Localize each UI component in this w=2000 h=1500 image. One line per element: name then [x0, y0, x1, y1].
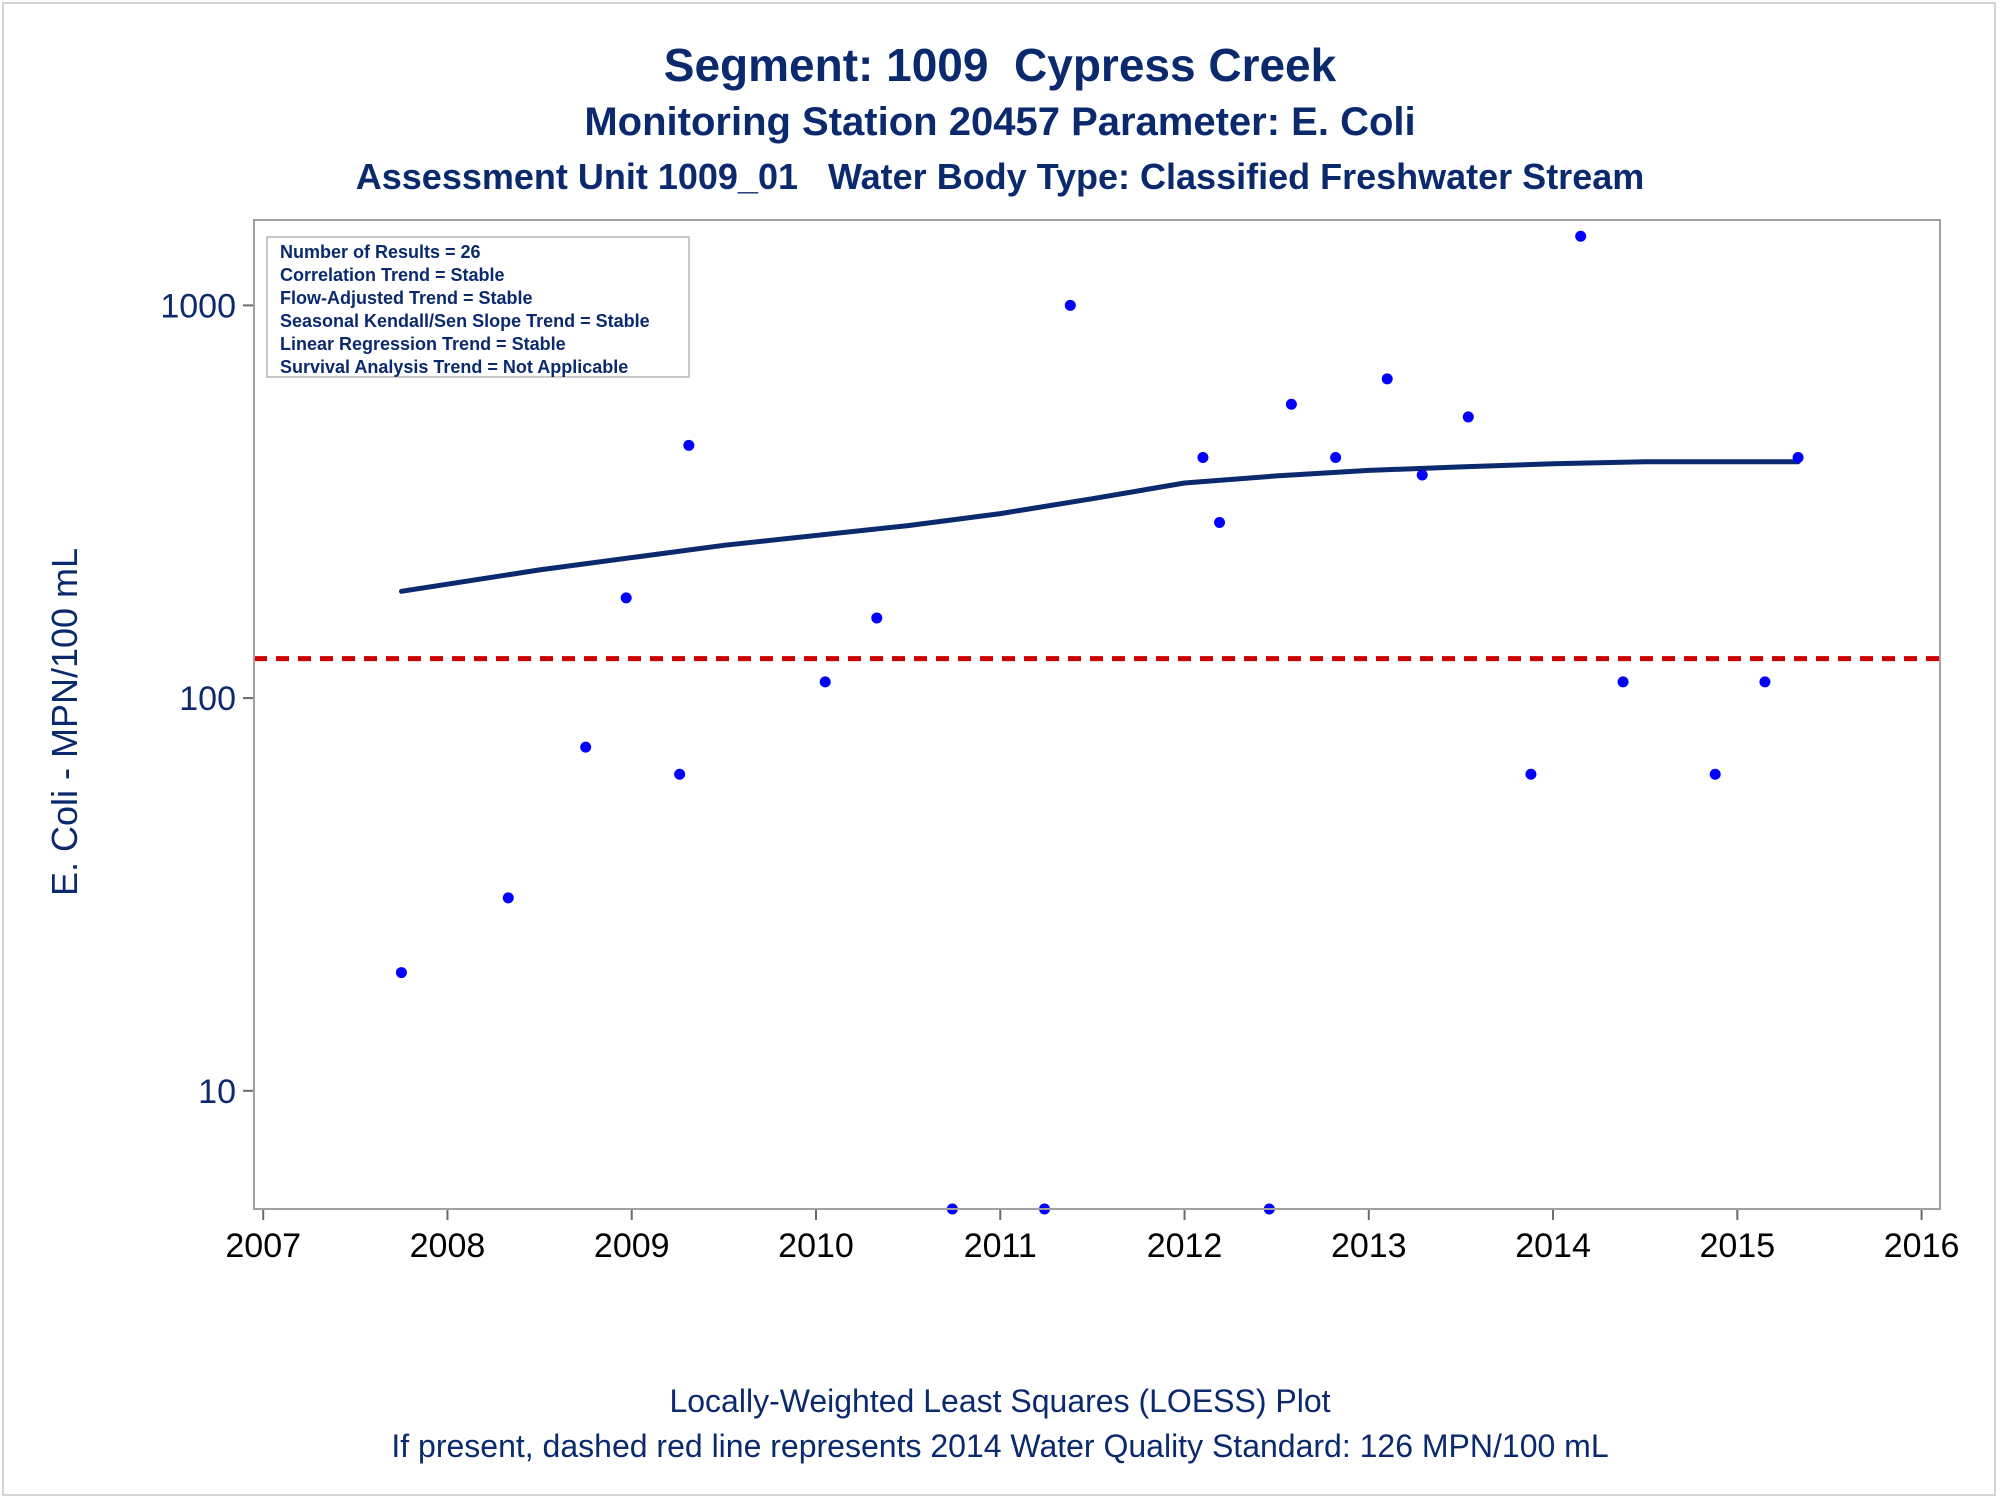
chart-subtitle-station: Monitoring Station 20457 Parameter: E. C…	[584, 100, 1416, 144]
trend-info-box: Number of Results = 26 Correlation Trend…	[266, 236, 690, 378]
plot-area-border	[253, 219, 1941, 1210]
data-point	[1462, 411, 1474, 423]
x-tick-label: 2009	[594, 1227, 670, 1265]
x-tick-label: 2014	[1515, 1227, 1591, 1265]
x-tick-label: 2012	[1147, 1227, 1223, 1265]
data-point	[1197, 451, 1209, 463]
loess-layer	[398, 459, 1801, 594]
info-line-results: Number of Results = 26	[280, 242, 481, 262]
info-line-flow-adjusted: Flow-Adjusted Trend = Stable	[280, 288, 533, 308]
x-tick-label: 2013	[1331, 1227, 1407, 1265]
data-point	[819, 676, 831, 688]
data-point	[683, 439, 695, 451]
info-line-seasonal-kendall: Seasonal Kendall/Sen Slope Trend = Stabl…	[280, 311, 650, 331]
y-tick-label: 1000	[160, 287, 236, 325]
chart-subtitle-assessment: Assessment Unit 1009_01 Water Body Type:…	[355, 156, 1645, 197]
data-point	[871, 612, 883, 624]
footnote-plot-type: Locally-Weighted Least Squares (LOESS) P…	[669, 1383, 1331, 1419]
data-point	[1525, 768, 1537, 780]
axis-ticks: 2007 2008 2009 2010 2011 2012 2013 2014 2015 2016…	[160, 287, 1959, 1265]
data-point	[1617, 676, 1629, 688]
x-tick-label: 2010	[778, 1227, 854, 1265]
footnote-standard: If present, dashed red line represents 2…	[391, 1428, 1609, 1464]
data-point	[1214, 517, 1226, 529]
y-axis-label: E. Coli - MPN/100 mL	[44, 548, 85, 896]
info-line-survival: Survival Analysis Trend = Not Applicable	[280, 357, 629, 377]
data-point	[580, 741, 592, 753]
chart-title: Segment: 1009 Cypress Creek	[663, 39, 1337, 91]
x-tick-label: 2007	[225, 1227, 301, 1265]
data-point	[1285, 398, 1297, 410]
data-point	[1709, 768, 1721, 780]
y-tick-label: 100	[179, 680, 236, 718]
data-point	[1575, 230, 1587, 242]
data-point	[395, 967, 407, 979]
data-point	[620, 592, 632, 604]
data-point	[674, 768, 686, 780]
data-point	[502, 892, 514, 904]
loess-line	[398, 459, 1801, 594]
data-point	[1416, 469, 1428, 481]
data-point	[1330, 451, 1342, 463]
x-tick-label: 2008	[410, 1227, 486, 1265]
data-point	[1792, 451, 1804, 463]
info-line-linear-regression: Linear Regression Trend = Stable	[280, 334, 566, 354]
y-tick-label: 10	[198, 1073, 236, 1111]
info-line-correlation: Correlation Trend = Stable	[280, 265, 505, 285]
x-tick-label: 2016	[1884, 1227, 1960, 1265]
data-point	[1759, 676, 1771, 688]
data-point	[1064, 299, 1076, 311]
x-tick-label: 2015	[1699, 1227, 1775, 1265]
x-tick-label: 2011	[964, 1227, 1037, 1265]
data-point	[1381, 373, 1393, 385]
